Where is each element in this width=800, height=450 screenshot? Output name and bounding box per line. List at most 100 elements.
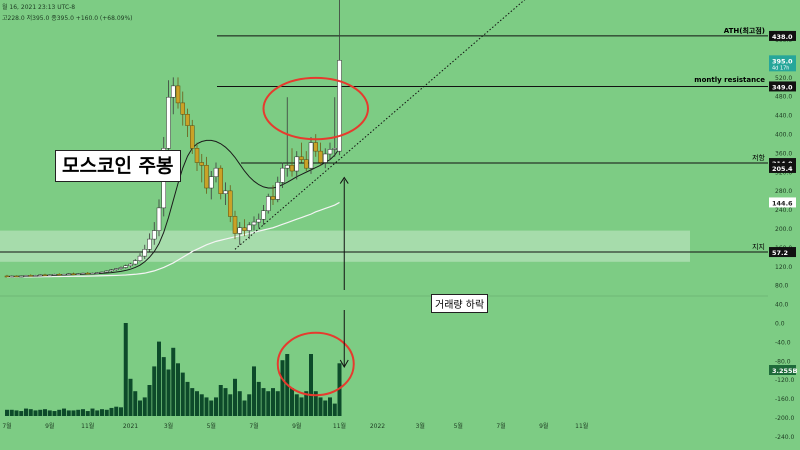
- candle-body: [209, 176, 214, 189]
- candle-body: [166, 96, 171, 149]
- x-axis-label: 9월: [539, 422, 548, 430]
- x-axis-label: 2021: [123, 423, 138, 430]
- candle-body: [327, 149, 333, 155]
- axis-tick-label: -80.0: [775, 358, 791, 365]
- volume-bar: [9, 409, 14, 416]
- volume-bar: [237, 391, 242, 416]
- candle-body: [270, 196, 276, 200]
- axis-tick-label: 480.0: [775, 94, 792, 101]
- axis-tick-label: 200.0: [775, 226, 792, 233]
- volume-bar: [109, 407, 114, 416]
- axis-tick-label: 440.0: [775, 113, 792, 120]
- candle-body: [232, 216, 238, 234]
- candle-body: [199, 162, 204, 166]
- arrow-up-head: [339, 176, 349, 184]
- volume-callout: 거래량 하락: [431, 294, 489, 313]
- candle-body: [242, 227, 247, 231]
- candle-body: [332, 148, 337, 150]
- candle-body: [213, 167, 219, 177]
- volume-bar: [128, 378, 133, 416]
- volume-bar: [223, 388, 228, 416]
- volume-bar: [33, 410, 38, 416]
- price-badge-subtext: 4d 17h: [772, 65, 789, 71]
- x-axis-label: 2022: [370, 423, 385, 430]
- candle-body: [123, 265, 128, 268]
- axis-tick-label: 520.0: [775, 75, 792, 82]
- x-axis-label: 3월: [164, 422, 173, 430]
- level-label-resistance: 저항: [752, 154, 765, 163]
- volume-bar: [275, 391, 280, 416]
- x-axis-label: 3월: [416, 422, 425, 430]
- volume-bar: [66, 410, 71, 416]
- volume-bar: [157, 341, 161, 416]
- volume-bar: [114, 406, 119, 416]
- volume-bar: [290, 388, 294, 416]
- volume-bar: [214, 397, 218, 416]
- moving-average-long: [6, 201, 340, 278]
- candle-body: [114, 268, 119, 270]
- volume-bar: [242, 400, 247, 416]
- candle-body: [323, 153, 328, 163]
- volume-bar: [190, 388, 195, 416]
- volume-bar: [28, 409, 33, 416]
- axis-tick-label: 120.0: [775, 264, 792, 271]
- trendline: [234, 0, 526, 250]
- candle-body: [223, 190, 228, 194]
- volume-bar: [252, 366, 256, 416]
- candle-body: [218, 167, 223, 194]
- volume-bar: [166, 369, 171, 416]
- candle-body: [185, 114, 190, 126]
- candle-body: [99, 271, 105, 274]
- level-value-text: 438.0: [772, 33, 793, 41]
- candle-body: [38, 274, 43, 277]
- axis-tick-label: 240.0: [775, 207, 792, 214]
- volume-bar: [294, 394, 299, 416]
- candle-body: [66, 273, 71, 275]
- candle-body: [80, 272, 86, 275]
- volume-bar: [171, 347, 176, 416]
- level-value-text: 57.2: [772, 249, 788, 257]
- volume-bar: [233, 378, 237, 416]
- price-badge-text: 395.0: [772, 57, 793, 65]
- candle-body: [109, 269, 114, 272]
- volume-bar: [261, 388, 266, 416]
- axis-tick-label: 40.0: [775, 302, 789, 309]
- candle-body: [42, 274, 48, 277]
- candle-body: [280, 167, 285, 183]
- price-badge: [769, 365, 796, 375]
- volume-bar: [161, 357, 166, 416]
- highlight-ellipse: [262, 76, 369, 141]
- volume-bar: [218, 385, 223, 416]
- volume-bar: [209, 400, 214, 416]
- volume-bar: [337, 363, 342, 416]
- volume-bar: [199, 394, 204, 416]
- axis-tick-label: -160.0: [775, 396, 795, 403]
- volume-bar: [204, 397, 209, 416]
- volume-bar: [328, 397, 332, 416]
- volume-bar: [52, 411, 57, 416]
- volume-bar: [57, 409, 62, 416]
- volume-bar: [147, 385, 152, 416]
- axis-tick-label: 80.0: [775, 283, 789, 290]
- volume-bar: [119, 407, 123, 416]
- candle-body: [313, 142, 318, 152]
- volume-bar: [71, 410, 76, 416]
- volume-bar: [19, 411, 24, 416]
- candle-body: [118, 267, 124, 269]
- volume-bar: [95, 410, 100, 416]
- candle-body: [247, 224, 252, 231]
- candle-body: [289, 165, 295, 172]
- candle-body: [28, 275, 33, 277]
- volume-bar: [81, 409, 85, 416]
- candle-body: [308, 142, 314, 169]
- candle-body: [194, 148, 200, 163]
- volume-bar: [280, 360, 285, 416]
- candle-body: [137, 255, 143, 261]
- x-axis-label: 11월: [333, 422, 346, 430]
- candle-body: [142, 249, 147, 257]
- level-value-text: 349.0: [772, 83, 793, 91]
- volume-bar: [38, 409, 43, 416]
- candle-body: [85, 272, 90, 275]
